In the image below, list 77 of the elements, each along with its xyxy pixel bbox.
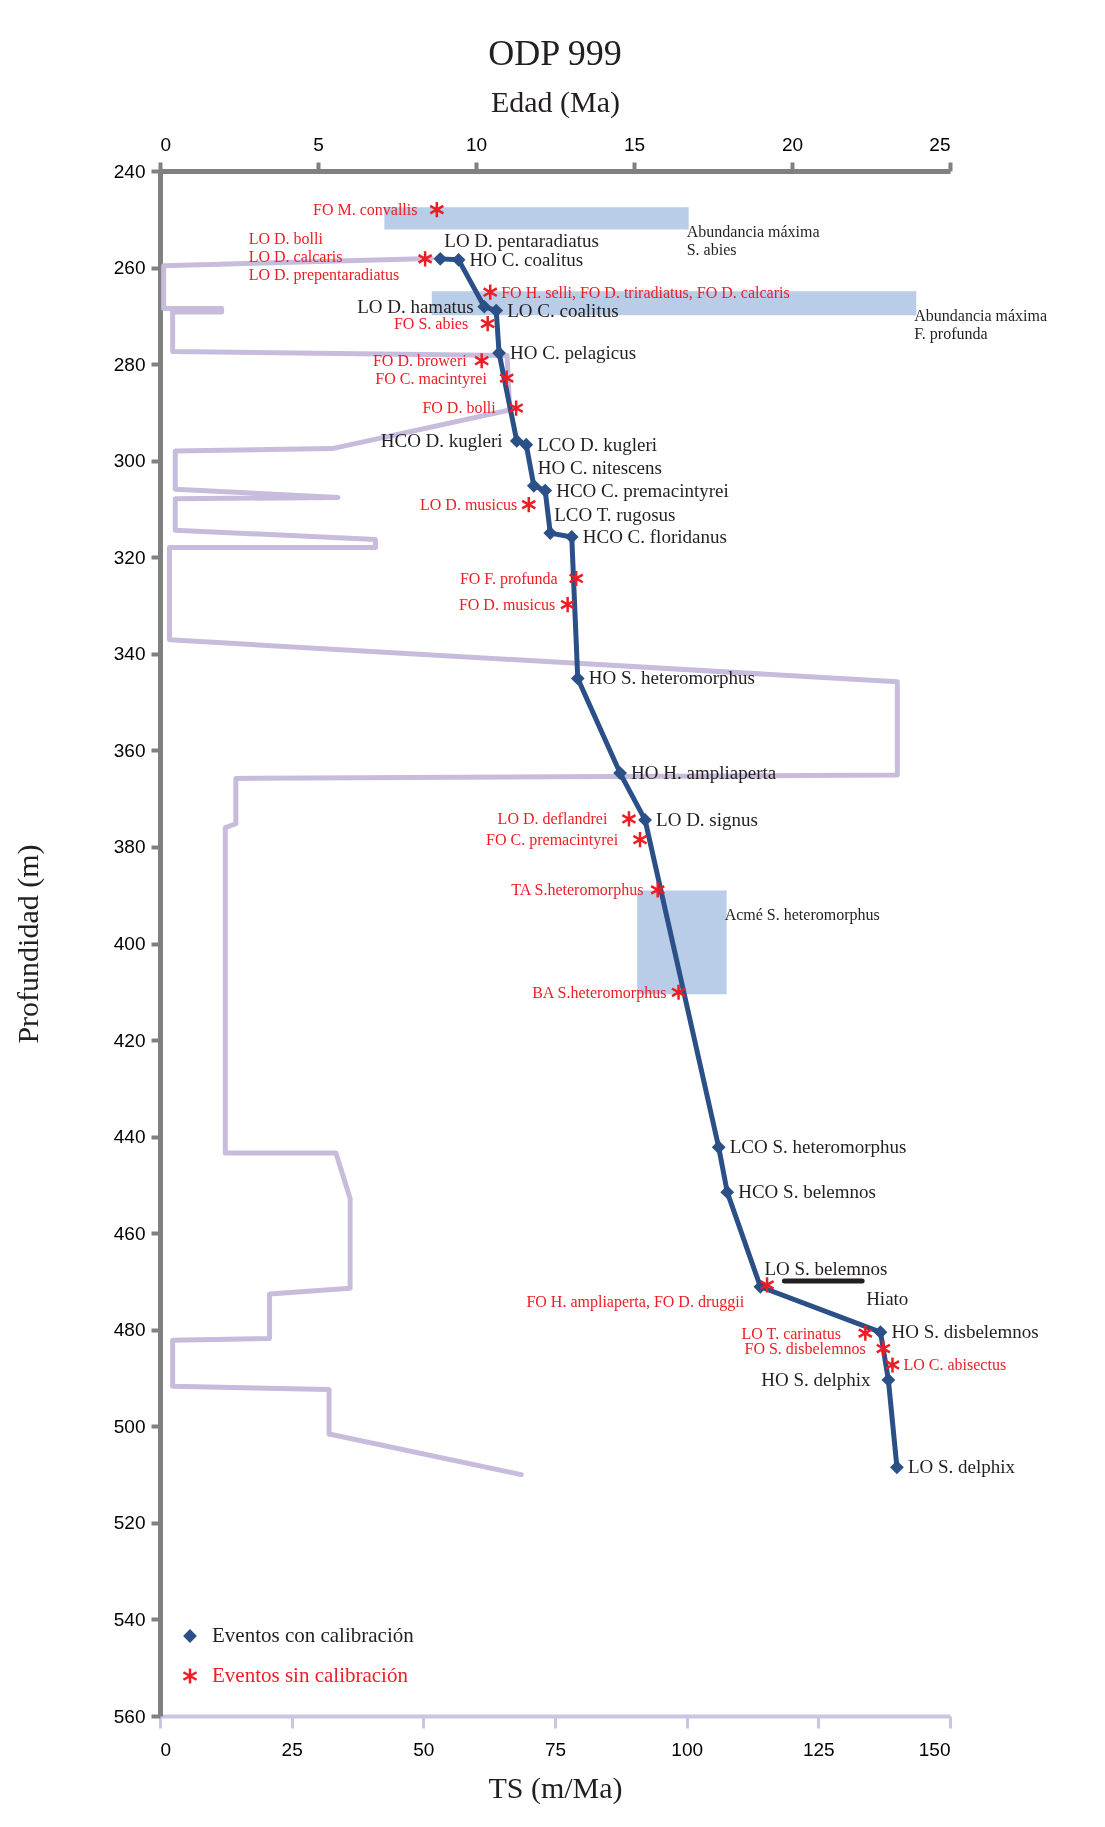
y-tick-label: 380 <box>113 836 146 858</box>
data-label: FO D. bolli <box>422 399 497 417</box>
data-label: LO D. pentaradiatus <box>444 229 599 251</box>
x-tick-label: 125 <box>802 1738 835 1760</box>
data-label: FO F. profunda <box>459 569 558 588</box>
y-tick-label: 360 <box>113 739 146 761</box>
data-label: HO C. pelagicus <box>510 342 637 363</box>
x-axis-title: TS (m/Ma) <box>488 1770 623 1805</box>
data-label: LO C. abisectus <box>903 1356 1007 1374</box>
data-label: FO S. abies <box>393 314 469 332</box>
data-label: FO H. ampliaperta, FO D. druggii <box>526 1292 745 1311</box>
data-label: HO S. delphix <box>761 1368 872 1390</box>
y-tick-label: 420 <box>113 1029 146 1051</box>
data-label: HCO D. kugleri <box>380 429 503 451</box>
y-tick-label: 260 <box>113 257 146 279</box>
data-label: TA S.heteromorphus <box>511 881 644 900</box>
data-label: LO D. musicus <box>420 496 518 514</box>
data-label: Acmé S. heteromorphus <box>724 906 880 925</box>
data-label: FO H. selli, FO D. triradiatus, FO D. calcaris <box>501 283 790 301</box>
chart-title: ODP 999 <box>488 33 622 73</box>
x2-tick-label: 25 <box>929 133 951 155</box>
y-tick-label: 400 <box>113 933 146 954</box>
x2-tick-label: 5 <box>313 133 324 155</box>
data-label: LCO D. kugleri <box>537 433 658 455</box>
x-tick-label: 50 <box>413 1738 435 1760</box>
x2-tick-label: 0 <box>160 133 172 155</box>
x2-tick-label: 10 <box>465 133 488 155</box>
y-tick-label: 520 <box>113 1512 146 1534</box>
y-tick-label: 560 <box>113 1705 146 1727</box>
data-label: LO D. bolli LO D. calcaris LO D. prepentaradiatus <box>248 230 400 285</box>
data-label: HO C. nitescens <box>537 456 662 478</box>
x-tick-label: 100 <box>671 1738 704 1760</box>
data-label: HCO C. floridanus <box>582 525 727 547</box>
y-tick-label: 300 <box>113 450 146 472</box>
y-tick-label: 480 <box>113 1319 146 1341</box>
data-label: LCO T. rugosus <box>554 504 676 526</box>
data-label: FO S. disbelemnos <box>744 1339 866 1357</box>
y-tick-label: 280 <box>113 353 146 375</box>
data-label: FO C. macintyrei <box>375 369 488 388</box>
data-label: HCO S. belemnos <box>738 1181 876 1203</box>
data-label: LO D. deflandrei <box>497 810 608 828</box>
y-axis-title: Profundidad (m) <box>10 844 45 1044</box>
data-label: FO D. musicus <box>458 595 556 613</box>
x-tick-label: 25 <box>281 1738 303 1760</box>
data-label: Abundancia máxima S. abies <box>686 223 820 259</box>
y-tick-label: 240 <box>113 160 146 182</box>
y-tick-label: 540 <box>113 1608 146 1630</box>
data-label: FO M. convallis <box>313 201 418 219</box>
data-label: Abundancia máxima F. profunda <box>914 307 1048 344</box>
x2-tick-label: 20 <box>781 133 804 155</box>
x-tick-label: 150 <box>918 1738 951 1760</box>
data-label: LO D. hamatus <box>357 295 474 317</box>
data-label: LO D. signus <box>656 808 758 830</box>
data-label: LCO S. heteromorphus <box>729 1136 907 1158</box>
data-label: Hiato <box>866 1287 909 1309</box>
x-tick-label: 75 <box>544 1738 567 1760</box>
data-label: LO S. delphix <box>907 1456 1016 1478</box>
data-label: BA S.heteromorphus <box>532 983 667 1002</box>
x-tick-label: 0 <box>160 1738 172 1760</box>
data-label: FO C. premacintyrei <box>486 831 619 850</box>
data-label: FO D. broweri <box>372 352 468 370</box>
data-label: LO T. carinatus <box>741 1324 841 1342</box>
x2-axis-title: Edad (Ma) <box>490 84 621 119</box>
y-tick-label: 460 <box>113 1222 146 1244</box>
x2-tick-label: 15 <box>623 133 646 155</box>
y-tick-label: 320 <box>113 546 146 568</box>
legend-label: Eventos con calibración <box>212 1623 415 1647</box>
legend-label: Eventos sin calibración <box>212 1663 409 1687</box>
data-label: LO S. belemnos <box>764 1257 888 1279</box>
y-tick-label: 440 <box>113 1126 146 1148</box>
data-label: LO C. coalitus <box>507 299 619 321</box>
data-label: HO S. disbelemnos <box>891 1321 1039 1343</box>
y-tick-label: 340 <box>113 643 146 665</box>
data-label: HO S. heteromorphus <box>588 667 755 689</box>
data-label: HO H. ampliaperta <box>631 762 777 784</box>
data-label: HCO C. premacintyrei <box>556 479 729 501</box>
y-tick-label: 500 <box>113 1415 146 1437</box>
